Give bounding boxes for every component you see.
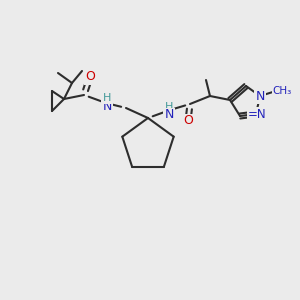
Text: N: N [164, 109, 174, 122]
Text: CH₃: CH₃ [272, 86, 292, 96]
Text: =N: =N [248, 107, 266, 121]
Text: O: O [183, 115, 193, 128]
Text: N: N [255, 89, 265, 103]
Text: H: H [103, 93, 111, 103]
Text: H: H [165, 102, 173, 112]
Text: O: O [85, 70, 95, 83]
Text: N: N [102, 100, 112, 112]
